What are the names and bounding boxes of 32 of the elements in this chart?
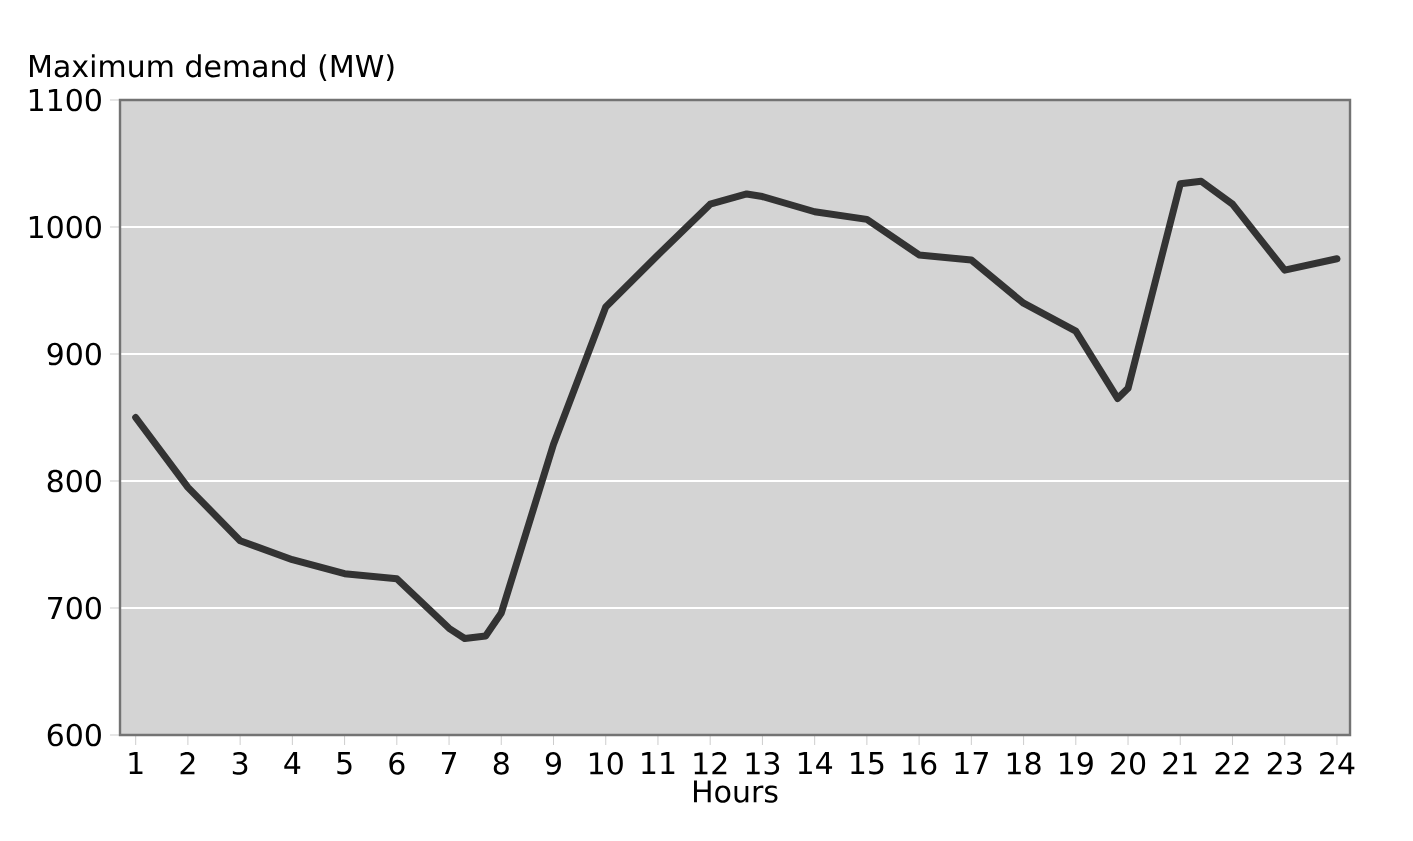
x-tick-label: 17 [955, 752, 988, 774]
x-tick-label: 11 [642, 752, 675, 774]
x-tick-label: 13 [746, 752, 780, 775]
y-tick-label: 900 [47, 342, 101, 366]
x-tick-label: 22 [1215, 752, 1249, 775]
x-tick-label: 14 [798, 752, 833, 774]
y-tick-label: 600 [47, 723, 101, 747]
y-tick-label: 1000 [29, 215, 101, 239]
x-tick-label: 3 [232, 752, 248, 775]
x-tick-label: 18 [1007, 752, 1041, 775]
x-tick-label: 6 [389, 752, 405, 775]
x-tick-label: 19 [1060, 752, 1093, 775]
x-axis-title: Hours [694, 780, 778, 803]
x-tick-label: 20 [1111, 752, 1146, 775]
x-tick-label: 24 [1320, 752, 1355, 775]
x-tick-label: 1 [129, 752, 143, 774]
y-tick-label: 800 [47, 469, 101, 493]
x-tick-label: 16 [903, 752, 937, 775]
y-tick-label: 1100 [29, 88, 101, 112]
x-tick-label: 23 [1267, 752, 1302, 775]
x-tick-label: 7 [441, 752, 457, 774]
x-tick-label: 4 [284, 752, 301, 774]
x-tick-label: 12 [694, 752, 727, 775]
y-tick-label: 700 [48, 596, 101, 620]
x-tick-label: 5 [337, 752, 352, 775]
x-tick-label: 15 [851, 752, 884, 775]
y-axis-title: Maximum demand (MW) [30, 54, 394, 81]
x-tick-label: 2 [180, 752, 195, 775]
x-tick-label: 9 [545, 752, 561, 775]
x-tick-label: 8 [493, 752, 509, 775]
x-tick-label: 10 [589, 752, 623, 775]
x-tick-label: 21 [1163, 752, 1197, 775]
